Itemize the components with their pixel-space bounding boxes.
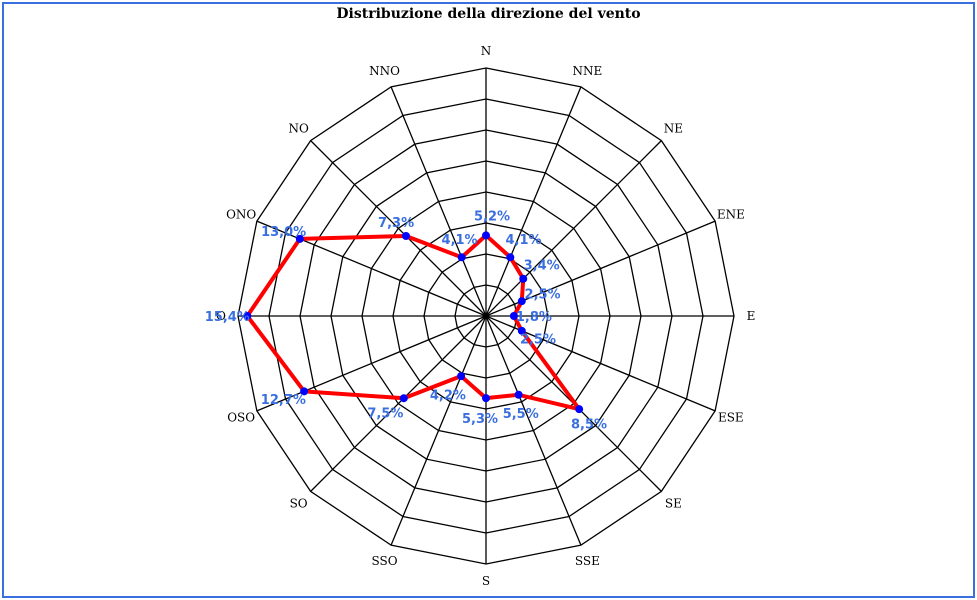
point-ne bbox=[519, 274, 528, 283]
value-label-e: 1,8% bbox=[516, 310, 552, 325]
point-ono bbox=[295, 234, 304, 243]
direction-label-nno: NNO bbox=[369, 64, 400, 78]
point-sse bbox=[514, 390, 523, 399]
point-e bbox=[509, 312, 518, 320]
value-label-s: 5,3% bbox=[462, 412, 498, 427]
direction-label-sse: SSE bbox=[575, 554, 600, 568]
spoke-ono bbox=[256, 220, 487, 317]
chart-title: Distribuzione della direzione del vento bbox=[336, 6, 641, 22]
spoke-ne bbox=[485, 140, 662, 317]
point-s bbox=[482, 394, 490, 403]
direction-label-o: O bbox=[216, 309, 226, 323]
point-ese bbox=[517, 326, 526, 335]
point-no bbox=[401, 231, 410, 240]
point-nno bbox=[457, 253, 466, 262]
spoke-sso bbox=[390, 315, 487, 546]
value-label-ese: 2,5% bbox=[520, 332, 556, 347]
spoke-oso bbox=[256, 315, 487, 412]
value-label-se: 8,5% bbox=[571, 417, 607, 432]
value-label-ene: 2,5% bbox=[525, 288, 561, 303]
point-oso bbox=[300, 387, 309, 396]
direction-label-ono: ONO bbox=[226, 208, 256, 222]
value-label-sse: 5,5% bbox=[503, 407, 539, 422]
direction-label-ne: NE bbox=[664, 122, 683, 136]
value-label-o: 15,4% bbox=[205, 310, 250, 325]
direction-labels: N NNE NE ENE E ESE SE SSE S SSO SO OSO O ONO NO NNO bbox=[216, 44, 755, 588]
spoke-sse bbox=[485, 315, 582, 546]
direction-label-oso: OSO bbox=[227, 410, 255, 424]
spoke-no bbox=[310, 140, 487, 317]
value-label-ne: 3,4% bbox=[524, 259, 560, 274]
point-nne bbox=[506, 253, 515, 262]
point-so bbox=[399, 394, 408, 403]
spoke-nne bbox=[485, 86, 582, 317]
direction-label-sso: SSO bbox=[372, 554, 398, 568]
point-o bbox=[243, 312, 252, 320]
value-label-nno: 4,1% bbox=[442, 233, 478, 248]
value-label-so: 7,5% bbox=[367, 406, 403, 421]
direction-label-n: N bbox=[481, 44, 492, 58]
point-ene bbox=[517, 297, 526, 306]
spoke-nno bbox=[390, 86, 487, 317]
value-label-no: 7,3% bbox=[378, 216, 414, 231]
value-label-nne: 4,1% bbox=[505, 233, 541, 248]
direction-label-nne: NNE bbox=[573, 64, 603, 78]
value-labels: 5,2% 4,1% 3,4% 2,5% 1,8% 2,5% 8,5% 5,5% 5,3% 4,2%… bbox=[205, 209, 607, 432]
direction-label-ese: ESE bbox=[718, 410, 744, 424]
spoke-so bbox=[310, 315, 487, 492]
direction-label-s: S bbox=[482, 574, 490, 588]
value-label-sso: 4,2% bbox=[430, 389, 466, 404]
direction-label-no: NO bbox=[288, 122, 309, 136]
direction-label-e: E bbox=[747, 309, 756, 323]
value-label-oso: 12,7% bbox=[261, 393, 306, 408]
radar-grid bbox=[237, 67, 735, 565]
series-wind bbox=[243, 231, 584, 414]
point-n bbox=[482, 231, 490, 240]
value-label-n: 5,2% bbox=[474, 209, 510, 224]
direction-label-se: SE bbox=[665, 496, 682, 510]
value-label-ono: 13,0% bbox=[261, 225, 306, 240]
direction-label-so: SO bbox=[290, 496, 308, 510]
point-sso bbox=[457, 372, 466, 381]
point-se bbox=[575, 405, 584, 414]
direction-label-ene: ENE bbox=[717, 208, 745, 222]
